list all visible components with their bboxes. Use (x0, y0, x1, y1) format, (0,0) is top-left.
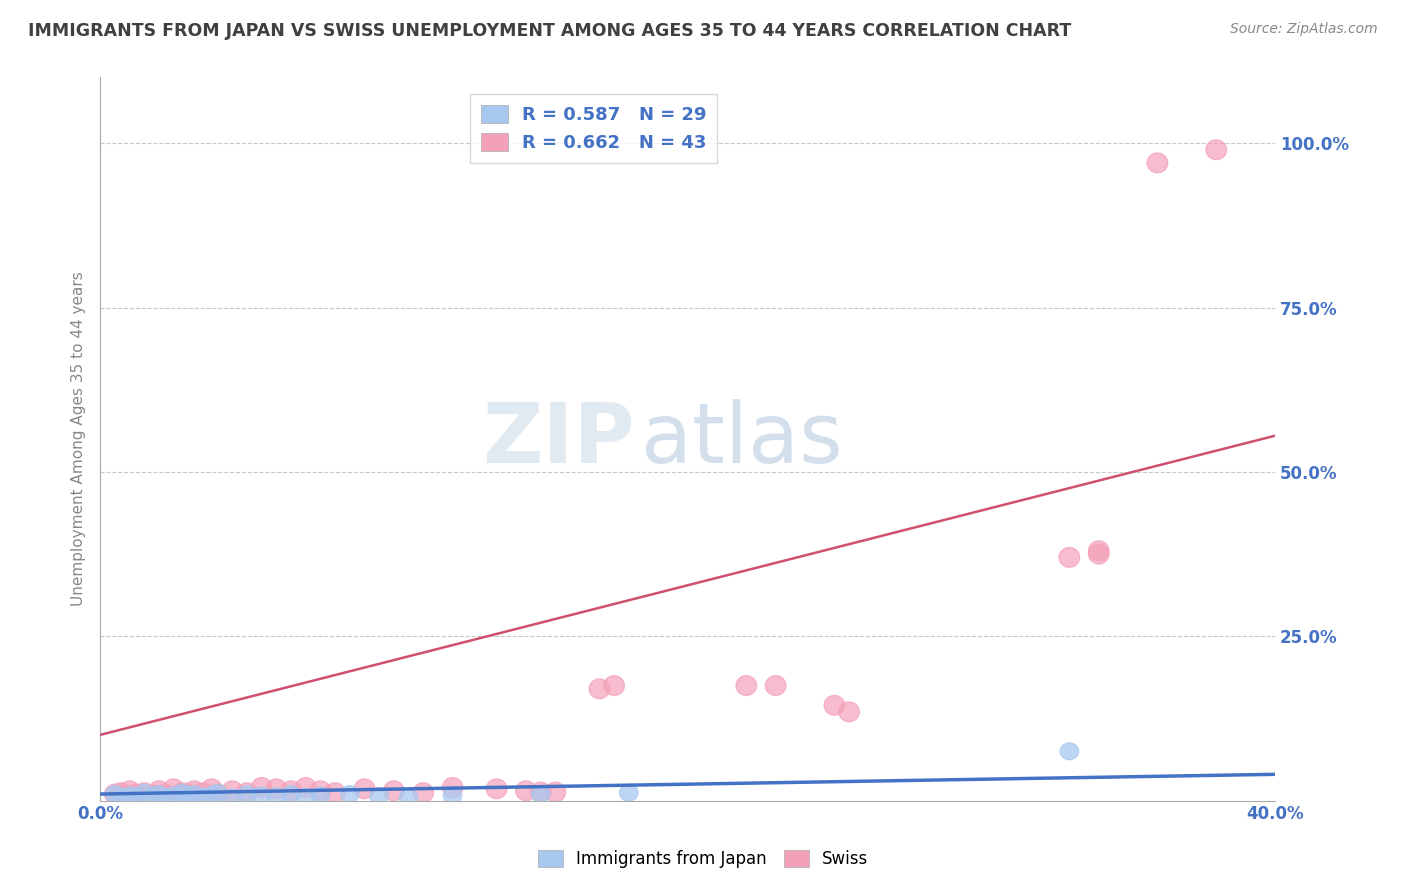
Ellipse shape (354, 779, 375, 798)
Ellipse shape (295, 778, 316, 797)
Ellipse shape (105, 786, 124, 803)
Ellipse shape (546, 782, 565, 802)
Ellipse shape (143, 788, 162, 805)
Ellipse shape (207, 784, 228, 804)
Ellipse shape (267, 788, 285, 805)
Ellipse shape (194, 789, 212, 805)
Ellipse shape (193, 783, 214, 803)
Ellipse shape (134, 783, 155, 803)
Ellipse shape (735, 676, 756, 696)
Ellipse shape (222, 780, 243, 801)
Ellipse shape (1059, 548, 1080, 567)
Ellipse shape (202, 787, 221, 804)
Ellipse shape (399, 789, 418, 805)
Ellipse shape (311, 787, 329, 804)
Ellipse shape (486, 779, 508, 798)
Ellipse shape (155, 784, 174, 804)
Ellipse shape (179, 788, 197, 805)
Ellipse shape (311, 780, 330, 801)
Ellipse shape (530, 782, 551, 802)
Ellipse shape (824, 696, 845, 715)
Ellipse shape (125, 784, 146, 804)
Ellipse shape (340, 786, 359, 803)
Ellipse shape (443, 787, 461, 804)
Ellipse shape (173, 784, 191, 801)
Ellipse shape (201, 779, 222, 798)
Ellipse shape (443, 778, 463, 797)
Ellipse shape (208, 784, 226, 801)
Ellipse shape (297, 789, 315, 805)
Ellipse shape (325, 783, 346, 803)
Y-axis label: Unemployment Among Ages 35 to 44 years: Unemployment Among Ages 35 to 44 years (72, 272, 86, 607)
Ellipse shape (143, 786, 163, 805)
Ellipse shape (172, 783, 193, 803)
Ellipse shape (589, 679, 610, 698)
Ellipse shape (149, 786, 169, 803)
Legend: R = 0.587   N = 29, R = 0.662   N = 43: R = 0.587 N = 29, R = 0.662 N = 43 (470, 94, 717, 163)
Ellipse shape (111, 783, 131, 803)
Ellipse shape (104, 784, 125, 804)
Ellipse shape (163, 779, 184, 798)
Ellipse shape (114, 786, 134, 805)
Ellipse shape (516, 780, 536, 801)
Ellipse shape (165, 787, 183, 804)
Ellipse shape (839, 702, 859, 722)
Text: Source: ZipAtlas.com: Source: ZipAtlas.com (1230, 22, 1378, 37)
Ellipse shape (238, 786, 256, 803)
Ellipse shape (1147, 153, 1168, 173)
Ellipse shape (765, 676, 786, 696)
Ellipse shape (111, 789, 129, 805)
Text: atlas: atlas (641, 399, 842, 480)
Ellipse shape (413, 783, 433, 803)
Legend: Immigrants from Japan, Swiss: Immigrants from Japan, Swiss (531, 843, 875, 875)
Ellipse shape (149, 780, 169, 801)
Ellipse shape (1206, 140, 1226, 160)
Ellipse shape (252, 778, 271, 797)
Ellipse shape (184, 780, 204, 801)
Ellipse shape (127, 789, 145, 805)
Ellipse shape (370, 788, 388, 805)
Ellipse shape (253, 787, 271, 804)
Ellipse shape (1088, 544, 1109, 564)
Ellipse shape (281, 786, 301, 803)
Ellipse shape (135, 784, 153, 801)
Ellipse shape (384, 780, 404, 801)
Ellipse shape (603, 676, 624, 696)
Ellipse shape (531, 786, 550, 803)
Text: IMMIGRANTS FROM JAPAN VS SWISS UNEMPLOYMENT AMONG AGES 35 TO 44 YEARS CORRELATIO: IMMIGRANTS FROM JAPAN VS SWISS UNEMPLOYM… (28, 22, 1071, 40)
Ellipse shape (184, 786, 204, 803)
Ellipse shape (224, 789, 242, 805)
Text: ZIP: ZIP (482, 399, 634, 480)
Ellipse shape (1088, 541, 1109, 561)
Ellipse shape (1060, 743, 1078, 760)
Ellipse shape (266, 779, 287, 798)
Ellipse shape (156, 789, 174, 805)
Ellipse shape (620, 784, 638, 801)
Ellipse shape (120, 780, 139, 801)
Ellipse shape (236, 783, 257, 803)
Ellipse shape (281, 780, 301, 801)
Ellipse shape (121, 787, 139, 804)
Ellipse shape (179, 784, 198, 804)
